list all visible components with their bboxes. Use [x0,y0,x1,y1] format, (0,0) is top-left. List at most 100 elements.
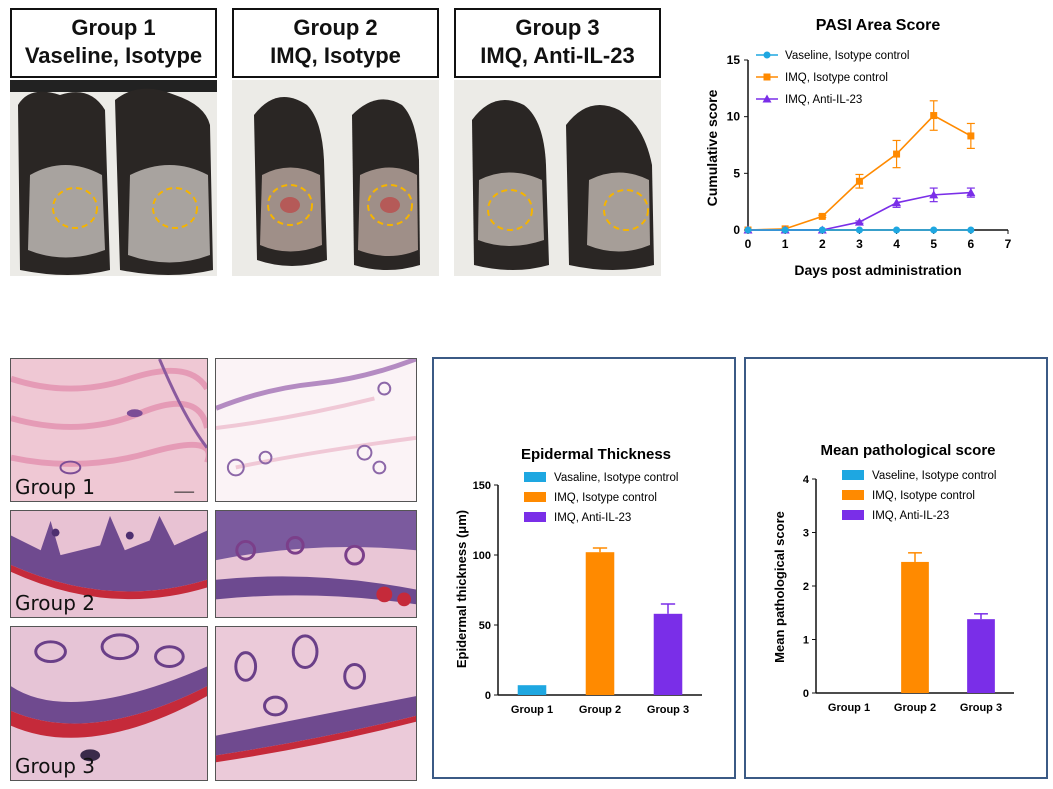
bar2-bar [967,619,995,693]
pasi-y-tick-label: 0 [733,223,740,237]
bar1-category-label: Group 3 [647,704,689,716]
pasi-point [818,212,826,220]
pasi-point [763,73,771,81]
group1-mouse-photo [10,80,217,276]
epidermal-chart-title: Epidermal Thickness [521,446,671,463]
pasi-x-tick-label: 3 [856,237,863,251]
bar2-y-tick-label: 1 [803,635,809,647]
group2-label-box: Group 2 IMQ, Isotype [232,8,439,78]
bar1-bar [653,613,683,695]
bar1-legend-label: IMQ, Anti-IL-23 [554,512,631,524]
group1-title: Group 1 [71,15,156,40]
group3-mouse-photo [454,80,661,276]
bar1-y-tick-label: 100 [473,550,491,562]
bar1-category-label: Group 1 [511,704,553,716]
pasi-x-tick-label: 4 [893,237,900,251]
pasi-series-1 [744,100,975,234]
pasi-point [966,188,976,197]
pasi-point [892,198,902,207]
bar2-bar [901,561,929,693]
histology-group1-left: Group 1 [10,358,208,502]
pasi-point [744,226,752,234]
bar2-category-label: Group 2 [894,702,936,714]
pasi-point [929,190,939,199]
bar1-bar [517,685,547,695]
pasi-point [763,51,771,59]
bar2-legend-swatch [842,470,864,480]
bar2-legend-swatch [842,490,864,500]
bar1-legend-label: IMQ, Isotype control [554,492,657,504]
pasi-y-tick-label: 5 [733,166,740,180]
lesion-circle-icon [367,184,413,226]
bar2-y-tick-label: 0 [803,688,809,700]
histology-group2-left: Group 2 [10,510,208,618]
pasi-point [855,177,863,185]
epidermal-thickness-chart: Epidermal Thickness Epidermal thickness … [454,446,702,716]
mean-pathological-score-chart: Mean pathological score Mean pathologica… [772,442,1014,714]
pasi-x-tick-label: 7 [1005,237,1012,251]
pasi-point [967,132,975,140]
pasi-y-tick-label: 10 [727,110,741,124]
lesion-circle-icon [603,189,649,231]
pasi-x-tick-label: 5 [930,237,937,251]
bar2-legend-label: IMQ, Isotype control [872,490,975,502]
pasi-legend-label: IMQ, Anti-IL-23 [785,94,862,106]
pasi-series-0 [744,226,975,234]
bar1-category-label: Group 2 [579,704,621,716]
lesion-circle-icon [152,187,198,229]
bar2-y-tick-label: 4 [803,474,810,486]
bar1-legend-label: Vasaline, Isotype control [554,472,678,484]
lesion-circle-icon [487,189,533,231]
bar2-y-tick-label: 2 [803,581,809,593]
pasi-x-tick-label: 6 [968,237,975,251]
histology-group1-right [215,358,417,502]
group3-label-box: Group 3 IMQ, Anti-IL-23 [454,8,661,78]
pasi-ylabel: Cumulative score [704,89,720,206]
group2-subtitle: IMQ, Isotype [270,43,401,68]
pasi-point [930,112,938,120]
pasi-point [930,226,938,234]
epidermal-ylabel: Epidermal thickness (μm) [454,510,469,668]
lesion-circle-icon [52,187,98,229]
pasi-point [893,226,901,234]
pasi-x-tick-label: 1 [782,237,789,251]
pathology-chart-title: Mean pathological score [820,442,995,459]
bar1-y-tick-label: 0 [485,690,491,702]
pasi-area-score-chart: PASI Area Score Cumulative score Days po… [704,17,1012,278]
pasi-point [818,226,826,234]
pasi-x-tick-label: 2 [819,237,826,251]
group1-subtitle: Vaseline, Isotype [24,43,203,68]
pasi-xlabel: Days post administration [794,262,961,278]
bar2-legend-swatch [842,510,864,520]
pathology-ylabel: Mean pathological score [772,511,787,663]
pasi-x-tick-label: 0 [745,237,752,251]
lesion-circle-icon [267,184,313,226]
bar1-y-tick-label: 50 [479,620,491,632]
group3-title: Group 3 [515,15,600,40]
group3-subtitle: IMQ, Anti-IL-23 [480,43,635,68]
group1-label-box: Group 1 Vaseline, Isotype [10,8,217,78]
bar1-legend-swatch [524,492,546,502]
bar1-bar [585,552,615,695]
histology-group3-right [215,626,417,781]
histology-label-group3: Group 3 [15,754,95,778]
bar2-category-label: Group 3 [960,702,1002,714]
bar2-category-label: Group 1 [828,702,870,714]
pasi-point [967,226,975,234]
pasi-point [762,94,772,103]
pasi-point [855,226,863,234]
histology-group2-right [215,510,417,618]
pasi-y-tick-label: 15 [727,53,741,67]
histology-label-group1: Group 1 [15,475,95,499]
epidermal-thickness-panel: Epidermal Thickness Epidermal thickness … [432,357,736,779]
group2-mouse-photo [232,80,439,276]
pasi-point [854,217,864,226]
pasi-point [893,150,901,158]
mean-pathological-score-panel: Mean pathological score Mean pathologica… [744,357,1048,779]
pasi-point [781,226,789,234]
bar2-legend-label: IMQ, Anti-IL-23 [872,510,949,522]
group2-title: Group 2 [293,15,378,40]
bar1-legend-swatch [524,512,546,522]
bar1-legend-swatch [524,472,546,482]
pasi-legend-label: IMQ, Isotype control [785,72,888,84]
